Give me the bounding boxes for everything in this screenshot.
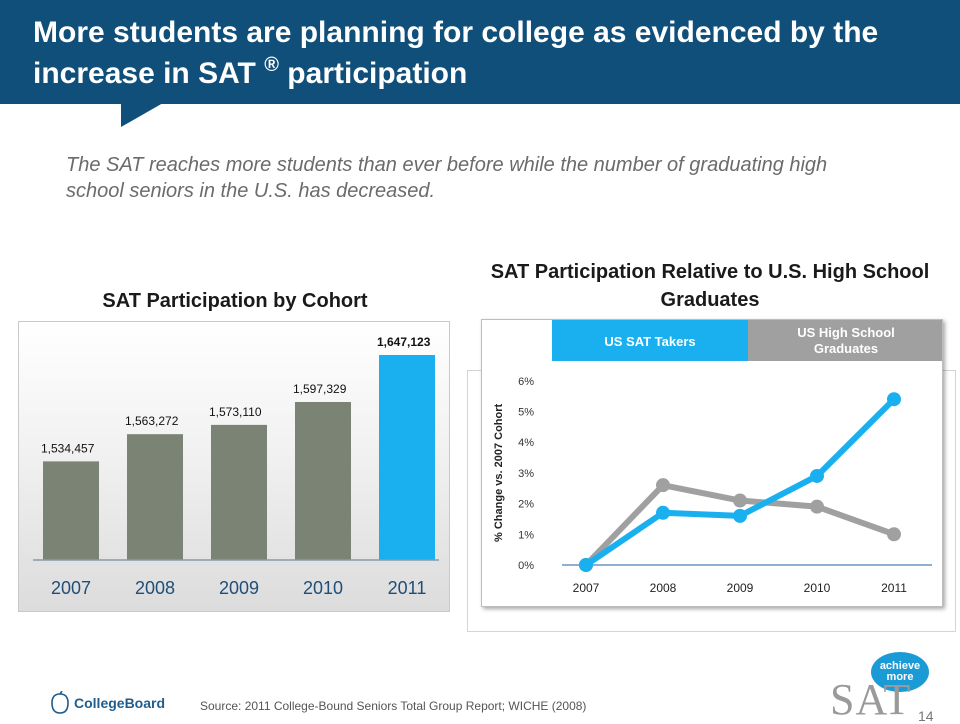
legend-label: US High School Graduates [797,325,895,356]
collegeboard-logo-text: CollegeBoard [74,695,166,711]
title-banner-tail [121,103,163,127]
series-2-point [733,493,747,508]
x-tick-label: 2007 [51,578,91,598]
legend-label-line: Graduates [814,341,878,356]
x-tick-label: 2009 [727,581,754,595]
page-number: 14 [918,708,934,724]
series-1-point [656,505,670,520]
series-1-point [810,468,824,483]
y-tick-label: 3% [518,468,534,480]
bar-value-label: 1,573,110 [209,405,262,419]
bar-2010 [295,402,351,560]
line-chart: US SAT Takers US High School Graduates 0% 1%… [493,320,944,595]
sat-logo: SAT [830,675,912,724]
series-1-point [579,558,593,572]
source-note: Source: 2011 College-Bound Seniors Total… [200,699,587,713]
line-chart-title: SAT Participation Relative to U.S. High … [490,261,930,311]
achieve-more-line1: achieve [879,660,921,672]
page-title-end: participation [278,57,468,90]
bar-chart-title: SAT Participation by Cohort [102,290,368,312]
x-tick-label: 2011 [388,578,427,598]
collegeboard-logo: CollegeBoard [48,688,165,718]
bar-chart: 1,534,457 2007 1,563,272 2008 1,573,110 2009 1… [33,335,439,598]
series-2-point [656,478,670,493]
x-tick-label: 2009 [219,578,259,598]
bar-2009 [211,424,267,560]
y-tick-label: 2% [518,499,534,511]
x-tick-label: 2010 [303,578,343,598]
bar-value-label: 1,563,272 [125,414,179,428]
legend-box-1 [552,320,748,361]
page-title-text: More students are planning for college a… [33,16,879,90]
bar-value-label: 1,534,457 [41,441,95,455]
y-tick-label: 1% [518,529,534,541]
bar-2007 [43,461,99,560]
y-axis-label: % Change vs. 2007 Cohort [493,403,505,541]
legend-label-line: US High School [797,325,895,340]
bar-value-label: 1,647,123 [377,335,431,349]
series-1-point [733,508,747,523]
page-title: More students are planning for college a… [33,12,933,94]
y-tick-label: 6% [518,376,534,388]
subtitle: The SAT reaches more students than ever … [66,154,828,202]
series-1-point [887,392,901,407]
bar-value-label: 1,597,329 [293,382,347,396]
x-tick-label: 2011 [881,581,907,595]
bar-2008 [127,434,183,560]
achieve-more-badge: achieve more [871,652,929,692]
series-2-point [887,527,901,542]
y-tick-label: 4% [518,437,534,449]
series-line-1 [584,397,897,568]
x-tick-label: 2010 [804,581,831,595]
title-banner: More students are planning for college a… [0,0,960,104]
bar-chart-panel: 1,534,457 2007 1,563,272 2008 1,573,110 2009 1… [18,321,450,612]
legend-box-2 [748,320,944,361]
x-tick-label: 2008 [650,581,677,595]
y-tick-label: 0% [518,560,534,572]
registered-mark: ® [264,54,279,76]
line-chart-panel: US SAT Takers US High School Graduates 0% 1%… [481,319,944,607]
legend-label: US SAT Takers [604,334,695,349]
x-tick-label: 2008 [135,578,175,598]
acorn-icon [51,691,69,714]
bar-2011 [379,355,435,560]
achieve-more-line2: more [886,671,914,683]
y-tick-label: 5% [518,407,534,419]
series-2-point [810,499,824,514]
x-tick-label: 2007 [573,581,600,595]
